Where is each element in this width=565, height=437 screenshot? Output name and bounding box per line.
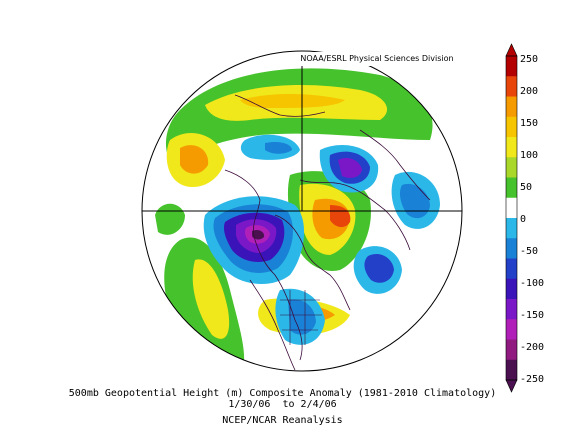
- colorbar-tick-label: -250: [520, 374, 545, 385]
- caption-source: NCEP/NCAR Reanalysis: [222, 415, 343, 426]
- colorbar-swatch: [506, 177, 517, 199]
- anomaly-field: [142, 51, 462, 371]
- colorbar-max-arrow: [505, 43, 518, 57]
- colorbar-swatch: [506, 319, 517, 340]
- colorbar-outline: [505, 55, 518, 381]
- map-border: [141, 50, 463, 372]
- colorbar-tick-label: -50: [520, 246, 539, 257]
- caption-title: 500mb Geopotential Height (m) Composite …: [68, 388, 497, 399]
- colorbar-tick-label: 250: [520, 54, 539, 65]
- colorbar-swatch: [506, 76, 517, 97]
- colorbar-tick-label: 0: [520, 214, 527, 225]
- colorbar-swatch: [506, 258, 517, 280]
- colorbar-swatch: [506, 339, 517, 361]
- colorbar-swatch: [506, 218, 517, 239]
- colorbar-tick-label: -200: [520, 342, 545, 353]
- colorbar-tick-label: 100: [520, 150, 539, 161]
- colorbar: [505, 43, 518, 393]
- coastlines: [224, 94, 431, 371]
- colorbar-tick-label: 50: [520, 182, 533, 193]
- colorbar-swatch: [506, 157, 517, 178]
- colorbar-swatch: [506, 299, 517, 320]
- colorbar-swatch: [506, 96, 517, 118]
- colorbar-swatch: [506, 197, 517, 219]
- state-borders: [280, 290, 322, 345]
- credit-label: NOAA/ESRL Physical Sciences Division: [289, 52, 465, 66]
- colorbar-swatch: [506, 137, 517, 158]
- colorbar-swatch: [506, 56, 517, 77]
- colorbar-swatch: [506, 359, 517, 381]
- colorbar-tick-label: -100: [520, 278, 545, 289]
- colorbar-swatch: [506, 278, 517, 300]
- colorbar-swatch: [506, 238, 517, 259]
- colorbar-tick-label: -150: [520, 310, 545, 321]
- colorbar-tick-label: 200: [520, 86, 539, 97]
- colorbar-tick-label: 150: [520, 118, 539, 129]
- caption-dates: 1/30/06 to 2/4/06: [228, 399, 337, 410]
- colorbar-swatch: [506, 116, 517, 138]
